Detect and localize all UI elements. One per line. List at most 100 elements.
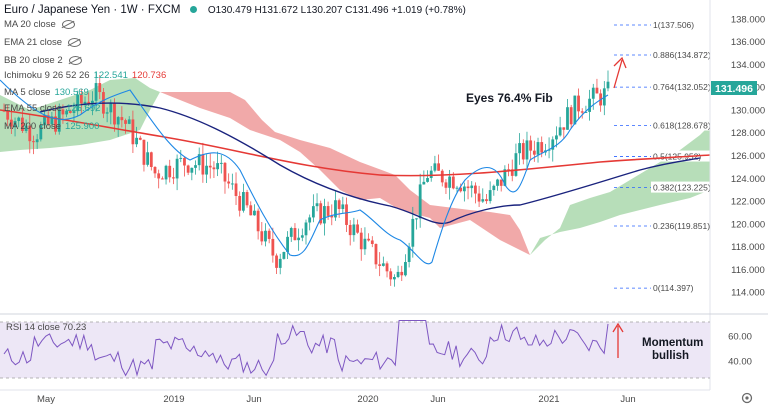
legend-label: MA 20 close — [4, 19, 56, 30]
candle-bearish — [400, 265, 404, 282]
candle-bullish — [264, 223, 267, 247]
legend-item[interactable]: Ichimoku 9 26 52 26 122.541 120.736 — [4, 70, 166, 81]
candle-bullish — [190, 167, 194, 181]
candle-bullish — [39, 121, 43, 142]
candle-bearish — [245, 189, 249, 208]
rsi-tick-label: 40.00 — [728, 356, 752, 367]
legend-label: EMA 55 close — [4, 103, 63, 114]
fib-label-background — [651, 48, 720, 60]
candle-bullish — [415, 218, 418, 230]
candle-bullish — [418, 173, 422, 228]
candle-bullish — [429, 166, 433, 182]
candle-bearish — [79, 89, 83, 114]
fib-level-label: 0.764(132.052) — [653, 82, 711, 92]
main-pane[interactable] — [0, 0, 710, 312]
candle-bullish — [492, 184, 496, 196]
candle-bearish — [474, 182, 477, 204]
candle-bearish — [260, 221, 264, 246]
candle-bullish — [404, 254, 407, 277]
candle-bearish — [532, 140, 536, 162]
ma-200-line — [0, 109, 711, 177]
legend-item[interactable]: BB 20 close 2 — [4, 55, 82, 66]
candle-bearish — [271, 227, 275, 263]
hidden-eye-icon[interactable] — [68, 37, 82, 47]
candle-bearish — [186, 164, 190, 176]
candle-bearish — [249, 201, 253, 216]
candle-bullish — [175, 154, 179, 191]
price-tick-label: 122.000 — [731, 197, 765, 208]
fib-level-label: 0.382(123.225) — [653, 183, 711, 193]
symbol-title[interactable]: Euro / Japanese Yen · 1W · FXCM — [4, 4, 181, 16]
candle-bearish — [28, 113, 32, 154]
candle-bullish — [503, 165, 507, 187]
hidden-eye-icon[interactable] — [68, 55, 82, 65]
candle-bearish — [227, 173, 231, 189]
candle-bearish — [98, 75, 102, 99]
legend-label: MA 5 close — [4, 87, 51, 98]
candle-bullish — [65, 108, 69, 118]
candle-bullish — [116, 115, 120, 137]
candle-bearish — [54, 104, 57, 135]
last-price-tag — [711, 81, 757, 95]
candle-bearish — [172, 167, 175, 185]
legend-item[interactable]: MA 5 close 130.569 — [4, 87, 89, 98]
legend-value-2: 120.736 — [131, 70, 167, 81]
candle-bullish — [411, 206, 415, 258]
candle-bearish — [499, 179, 503, 192]
candle-bullish — [433, 155, 437, 173]
candle-bearish — [157, 169, 161, 189]
candle-bearish — [385, 261, 389, 278]
candle-bearish — [378, 252, 382, 277]
candle-bullish — [105, 107, 109, 123]
candle-bullish — [547, 137, 551, 159]
candle-bullish — [135, 126, 138, 148]
candle-bearish — [337, 198, 341, 218]
candle-bearish — [212, 161, 216, 179]
candle-bullish — [470, 181, 474, 198]
candle-bullish — [289, 226, 293, 242]
candle-bearish — [529, 135, 533, 161]
candle-bearish — [521, 139, 525, 165]
candle-bullish — [573, 95, 577, 125]
candle-bearish — [595, 78, 599, 94]
settings-gear-icon[interactable] — [741, 392, 753, 404]
candle-bullish — [24, 119, 28, 134]
candle-bullish — [76, 90, 80, 117]
candle-bearish — [201, 142, 205, 183]
candle-bearish — [359, 227, 363, 261]
candle-bearish — [466, 180, 470, 200]
ichimoku-cloud-bullish-right — [530, 125, 710, 255]
last-price-value: 131.496 — [715, 83, 753, 95]
hidden-eye-icon[interactable] — [61, 19, 75, 29]
price-tick-label: 134.000 — [731, 60, 765, 71]
legend-item[interactable]: MA 20 close — [4, 19, 75, 30]
candle-bullish — [496, 178, 499, 191]
momentum-label-1: Momentum — [642, 337, 703, 349]
candle-bearish — [577, 88, 580, 119]
rsi-overbought-band — [0, 322, 710, 378]
price-tick-label: 116.000 — [731, 265, 765, 276]
candle-bullish — [179, 149, 183, 163]
candle-bullish — [315, 193, 319, 212]
candle-bearish — [367, 233, 371, 242]
candle-bearish — [374, 243, 378, 269]
legend-item[interactable]: MA 200 close 125.900 — [4, 121, 99, 132]
price-tick-label: 128.000 — [731, 128, 765, 139]
candle-bullish — [205, 154, 208, 184]
candle-bearish — [267, 228, 271, 244]
legend-item[interactable]: EMA 55 close 125.692 — [4, 103, 100, 114]
candle-bearish — [562, 127, 566, 140]
candle-bullish — [127, 116, 131, 125]
candle-bearish — [345, 197, 348, 233]
candle-bearish — [348, 220, 352, 246]
candle-bullish — [462, 182, 466, 202]
candle-bearish — [208, 153, 212, 179]
candle-bearish — [223, 161, 227, 194]
time-tick-label: 2021 — [538, 394, 559, 405]
candle-bullish — [35, 134, 39, 150]
candle-bullish — [219, 154, 223, 174]
candle-bearish — [168, 159, 172, 183]
legend-item[interactable]: EMA 21 close — [4, 37, 82, 48]
candle-bearish — [477, 185, 481, 207]
